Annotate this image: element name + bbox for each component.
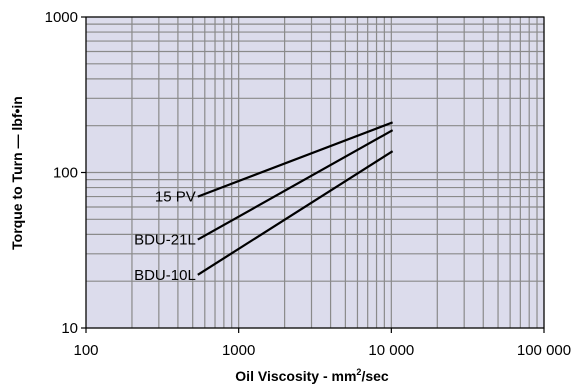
axis-ticks: 100 1000 10 000 100 000 10 100 1000: [45, 9, 571, 359]
x-axis-title-main: Oil Viscosity - mm: [235, 368, 356, 384]
x-axis-title-suffix: /sec: [361, 368, 388, 384]
x-tick-label: 100 000: [517, 342, 571, 359]
y-tick-label: 1000: [45, 9, 78, 26]
x-tick-label: 10 000: [368, 342, 414, 359]
x-tick-label: 100: [73, 342, 98, 359]
x-axis-title: Oil Viscosity - mm2/sec: [235, 367, 389, 384]
series-line: [197, 150, 394, 276]
series-label: BDU-10L: [134, 267, 196, 284]
series-line: [197, 121, 393, 198]
series-label: 15 PV: [155, 189, 196, 206]
series-line: [197, 129, 394, 241]
y-tick-label: 100: [53, 165, 78, 182]
series-label: BDU-21L: [134, 232, 196, 249]
x-axis-title-superscript: 2: [356, 367, 361, 377]
series-lines: 15 PV BDU-21L BDU-10L: [134, 121, 394, 284]
y-axis-title: Torque to Turn — lbf•in: [9, 96, 25, 250]
y-tick-label: 10: [61, 320, 78, 337]
x-tick-label: 1000: [222, 342, 255, 359]
